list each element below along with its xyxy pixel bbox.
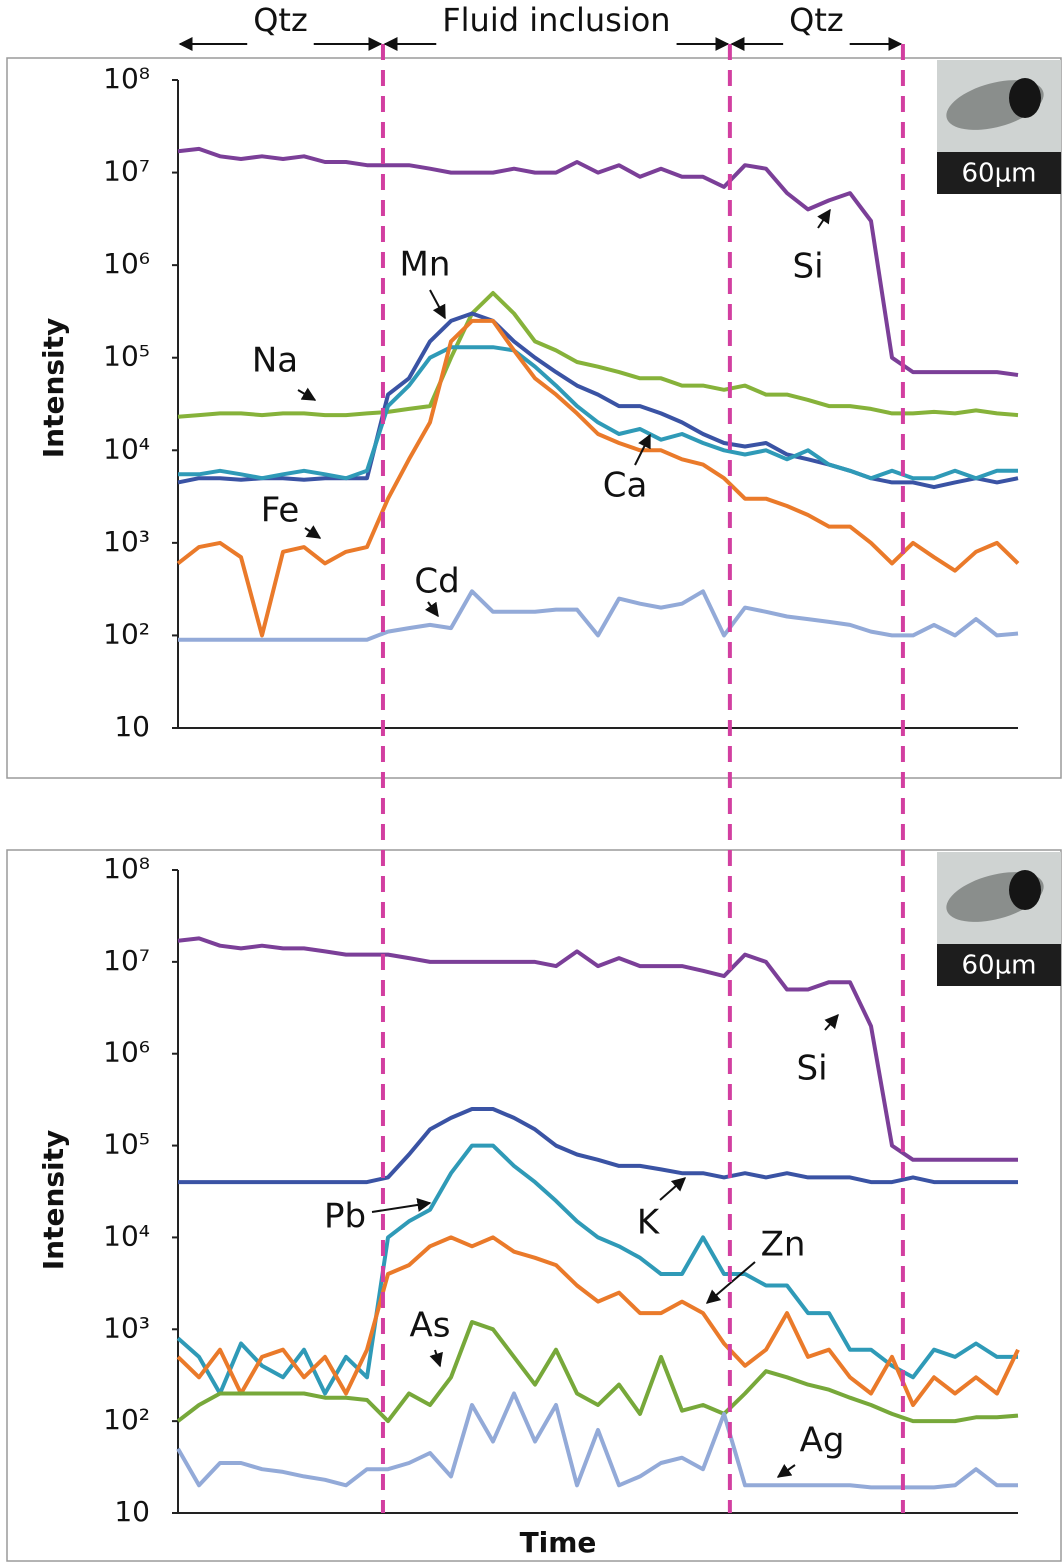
label-arrow (429, 1349, 443, 1368)
series-label: K (637, 1203, 661, 1243)
region-label: Qtz (789, 1, 844, 39)
label-arrow (304, 525, 322, 539)
series-line (176, 1391, 1018, 1490)
y-tick-label: 10⁶ (103, 247, 150, 280)
region-label-bg (247, 30, 314, 50)
y-tick-label: 10 (114, 1495, 150, 1528)
label-arrow (429, 289, 446, 320)
y-axis-title: Intensity (37, 318, 70, 459)
y-tick-label: 10⁴ (103, 432, 150, 465)
series-line (177, 291, 1019, 419)
y-tick-label: 10³ (103, 1311, 150, 1344)
thumbnail (937, 60, 1061, 194)
y-tick-label: 10 (114, 710, 150, 743)
y-tick-label: 10⁵ (103, 1128, 150, 1161)
panel-frame (6, 849, 1062, 1562)
series-label: Si (792, 247, 823, 287)
series-label: Pb (324, 1197, 366, 1237)
series-label: Zn (761, 1225, 806, 1265)
label-arrow (776, 1464, 796, 1478)
series-line (177, 311, 1019, 490)
series-line (177, 146, 1019, 377)
y-tick-label: 10⁴ (103, 1219, 150, 1252)
y-tick-label: 10⁸ (103, 852, 150, 885)
region-label: Fluid inclusion (442, 1, 670, 39)
series-label: As (410, 1306, 451, 1346)
series-line (176, 1235, 1020, 1407)
series-label: Cd (414, 562, 459, 602)
series-line (176, 318, 1020, 638)
series-line (178, 1107, 1018, 1185)
label-arrow (824, 1013, 839, 1031)
y-tick-label: 10⁷ (103, 155, 150, 188)
series-label: Si (796, 1049, 827, 1089)
region-label-bg (783, 30, 850, 50)
y-tick-label: 10³ (103, 525, 150, 558)
series-line (176, 1143, 1018, 1396)
y-axis-title: Intensity (37, 1130, 70, 1271)
label-arrow (424, 601, 439, 618)
series-label: Mn (400, 245, 451, 285)
y-tick-label: 10⁶ (103, 1036, 150, 1069)
x-axis-title: Time (520, 1526, 597, 1559)
y-tick-label: 10⁸ (103, 62, 150, 95)
label-arrow (297, 387, 317, 401)
series-label: Ca (603, 466, 648, 506)
region-label: Qtz (253, 1, 308, 39)
y-tick-label: 10² (103, 1403, 150, 1436)
series-line (178, 345, 1018, 481)
label-arrow (817, 208, 831, 229)
scale-label: 60µm (962, 951, 1037, 981)
series-line (178, 589, 1019, 642)
label-arrow (705, 1261, 756, 1304)
label-arrow (371, 1198, 432, 1213)
label-arrow (659, 1177, 687, 1201)
thumbnail (937, 852, 1061, 986)
region-label-bg (436, 30, 677, 50)
series-line (176, 1320, 1019, 1424)
y-tick-label: 10⁷ (103, 944, 150, 977)
y-tick-label: 10² (103, 617, 150, 650)
label-arrow (634, 433, 651, 466)
series-label: Na (252, 341, 298, 381)
series-label: Fe (261, 491, 300, 531)
scale-label: 60µm (962, 159, 1037, 189)
series-label: Ag (800, 1421, 845, 1461)
panel-frame (6, 57, 1062, 779)
series-line (177, 936, 1018, 1162)
y-tick-label: 10⁵ (103, 340, 150, 373)
